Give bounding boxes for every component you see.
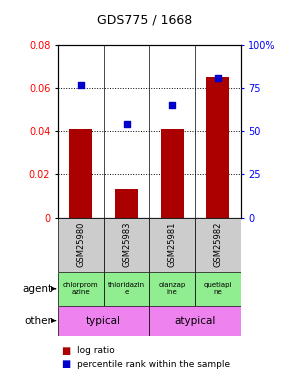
Bar xyxy=(149,306,241,336)
Text: thioridazin
e: thioridazin e xyxy=(108,282,145,295)
Text: GDS775 / 1668: GDS775 / 1668 xyxy=(97,13,193,26)
Text: GSM25983: GSM25983 xyxy=(122,222,131,267)
Bar xyxy=(195,217,241,272)
Text: quetiapi
ne: quetiapi ne xyxy=(204,282,232,295)
Bar xyxy=(195,272,241,306)
Text: atypical: atypical xyxy=(174,316,216,326)
Bar xyxy=(149,272,195,306)
Text: typical: typical xyxy=(86,316,121,326)
Text: GSM25982: GSM25982 xyxy=(213,222,222,267)
Bar xyxy=(69,129,92,218)
Bar xyxy=(104,272,149,306)
Bar xyxy=(206,77,229,218)
Point xyxy=(79,82,83,88)
Text: agent: agent xyxy=(22,284,52,294)
Text: chlorprom
azine: chlorprom azine xyxy=(63,282,99,295)
Bar xyxy=(58,217,104,272)
Bar xyxy=(149,217,195,272)
Point xyxy=(215,75,220,81)
Text: ■: ■ xyxy=(61,346,70,355)
Bar xyxy=(161,129,184,218)
Text: other: other xyxy=(24,316,52,326)
Text: GSM25980: GSM25980 xyxy=(76,222,85,267)
Text: log ratio: log ratio xyxy=(77,346,115,355)
Text: olanzap
ine: olanzap ine xyxy=(159,282,186,295)
Point xyxy=(124,122,129,128)
Bar xyxy=(104,217,149,272)
Bar xyxy=(115,189,138,217)
Bar xyxy=(58,306,149,336)
Text: ■: ■ xyxy=(61,360,70,369)
Bar xyxy=(58,272,104,306)
Text: percentile rank within the sample: percentile rank within the sample xyxy=(77,360,230,369)
Text: GSM25981: GSM25981 xyxy=(168,222,177,267)
Point xyxy=(170,102,175,108)
